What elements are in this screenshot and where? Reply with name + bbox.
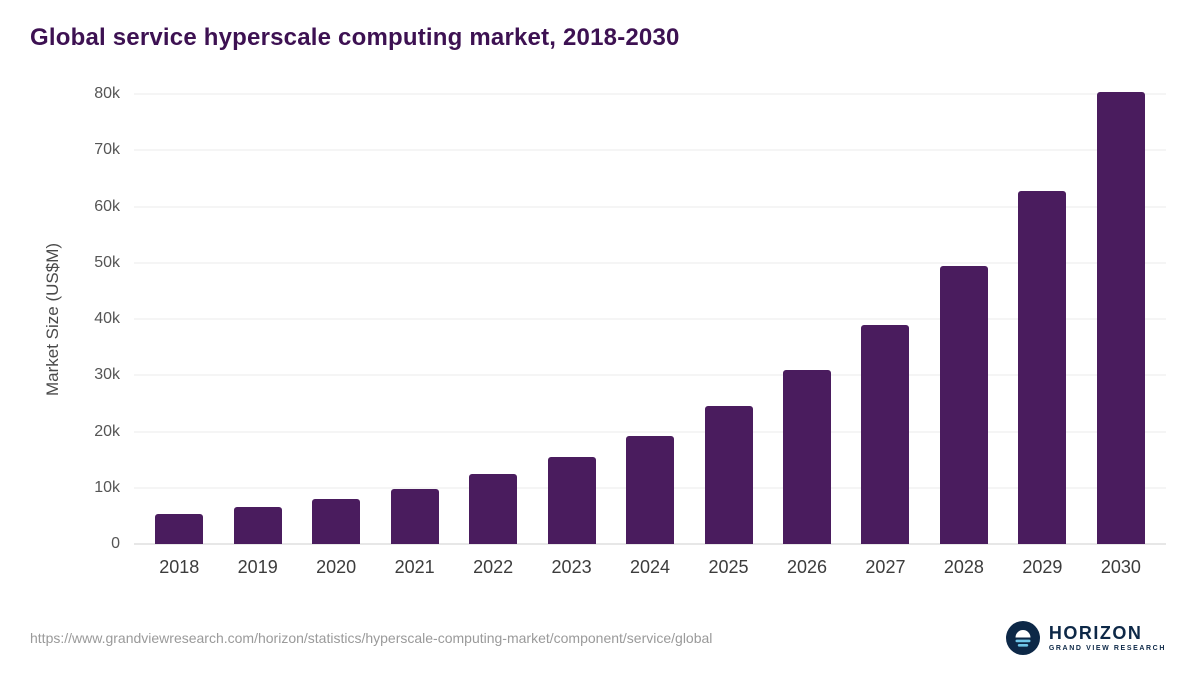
bar-column — [375, 94, 453, 544]
bar-2020[interactable] — [312, 499, 361, 544]
x-tick-label: 2023 — [551, 557, 592, 577]
y-tick-label: 20k — [94, 422, 120, 440]
x-tick-label: 2022 — [473, 557, 514, 577]
gridline — [134, 374, 1166, 376]
x-tick-label: 2029 — [1022, 557, 1063, 577]
bar-2023[interactable] — [547, 457, 596, 544]
plot-region: 0 10k 20k 30k 40k 50k 60k 70k 80k 2018 2019 2020 20… — [94, 85, 1166, 578]
horizon-logo-icon — [1005, 621, 1040, 655]
bar-column — [768, 94, 846, 544]
bar-2026[interactable] — [782, 370, 831, 544]
bar-column — [218, 94, 296, 544]
x-tick-label: 2024 — [630, 557, 671, 577]
bar-column — [1082, 92, 1160, 544]
x-tick-label: 2028 — [943, 557, 984, 577]
bar-column — [140, 94, 218, 544]
y-tick-label: 60k — [94, 197, 120, 215]
x-tick-label: 2021 — [394, 557, 435, 577]
y-tick-label: 50k — [94, 253, 120, 271]
x-tick-label: 2027 — [865, 557, 906, 577]
bar-column — [611, 94, 689, 544]
bar-column — [846, 94, 924, 544]
bar-column — [454, 94, 532, 544]
bar-2025[interactable] — [704, 406, 753, 544]
gridline — [134, 262, 1166, 264]
bar-2027[interactable] — [861, 325, 910, 544]
brand-subtitle: GRAND VIEW RESEARCH — [1048, 644, 1166, 652]
logo-text: HORIZON GRAND VIEW RESEARCH — [1048, 622, 1166, 652]
bar-2019[interactable] — [233, 506, 282, 544]
bar-column — [689, 94, 767, 544]
bar-column — [297, 94, 375, 544]
gridline — [134, 431, 1166, 432]
gridline — [134, 318, 1166, 320]
y-tick-label: 0 — [111, 535, 120, 552]
bar-2024[interactable] — [626, 436, 675, 544]
bar-column — [1003, 94, 1081, 544]
bar-2018[interactable] — [155, 514, 204, 544]
brand-name: HORIZON — [1048, 622, 1143, 643]
bars-layer — [134, 92, 1166, 544]
x-axis-labels: 2018 2019 2020 2021 2022 2023 2024 2025 2026 2027… — [134, 557, 1166, 578]
gridline — [134, 149, 1166, 151]
y-tick-label: 70k — [94, 141, 120, 159]
footer: https://www.grandviewresearch.com/horizo… — [30, 621, 1166, 655]
y-tick-label: 80k — [94, 85, 120, 102]
bar-2029[interactable] — [1018, 190, 1067, 544]
bar-2030[interactable] — [1096, 92, 1145, 544]
horizon-logo: HORIZON GRAND VIEW RESEARCH — [1005, 621, 1166, 655]
y-axis-title: Market Size (US$M) — [43, 242, 62, 396]
y-tick-label: 30k — [94, 366, 120, 384]
source-url: https://www.grandviewresearch.com/horizo… — [30, 630, 713, 646]
bar-chart: Market Size (US$M) 0 10k 20k 30k 40k 50k 60k 70… — [30, 85, 1166, 578]
gridline — [134, 206, 1166, 207]
bar-2021[interactable] — [390, 488, 439, 544]
gridline — [134, 543, 1166, 545]
bar-column — [925, 94, 1003, 544]
bar-2028[interactable] — [939, 266, 988, 544]
y-tick-label: 40k — [94, 310, 120, 327]
bar-2022[interactable] — [469, 474, 518, 544]
gridline — [134, 93, 1166, 95]
y-tick-label: 10k — [94, 478, 120, 496]
x-tick-label: 2020 — [316, 557, 357, 577]
x-tick-label: 2030 — [1100, 557, 1141, 577]
chart-title: Global service hyperscale computing mark… — [30, 24, 680, 51]
x-tick-label: 2026 — [786, 557, 827, 577]
bar-column — [532, 94, 610, 544]
x-tick-label: 2018 — [159, 557, 200, 577]
plot-area: 0 10k 20k 30k 40k 50k 60k 70k 80k — [94, 85, 1166, 552]
x-tick-label: 2019 — [237, 557, 278, 577]
x-tick-label: 2025 — [708, 557, 749, 577]
